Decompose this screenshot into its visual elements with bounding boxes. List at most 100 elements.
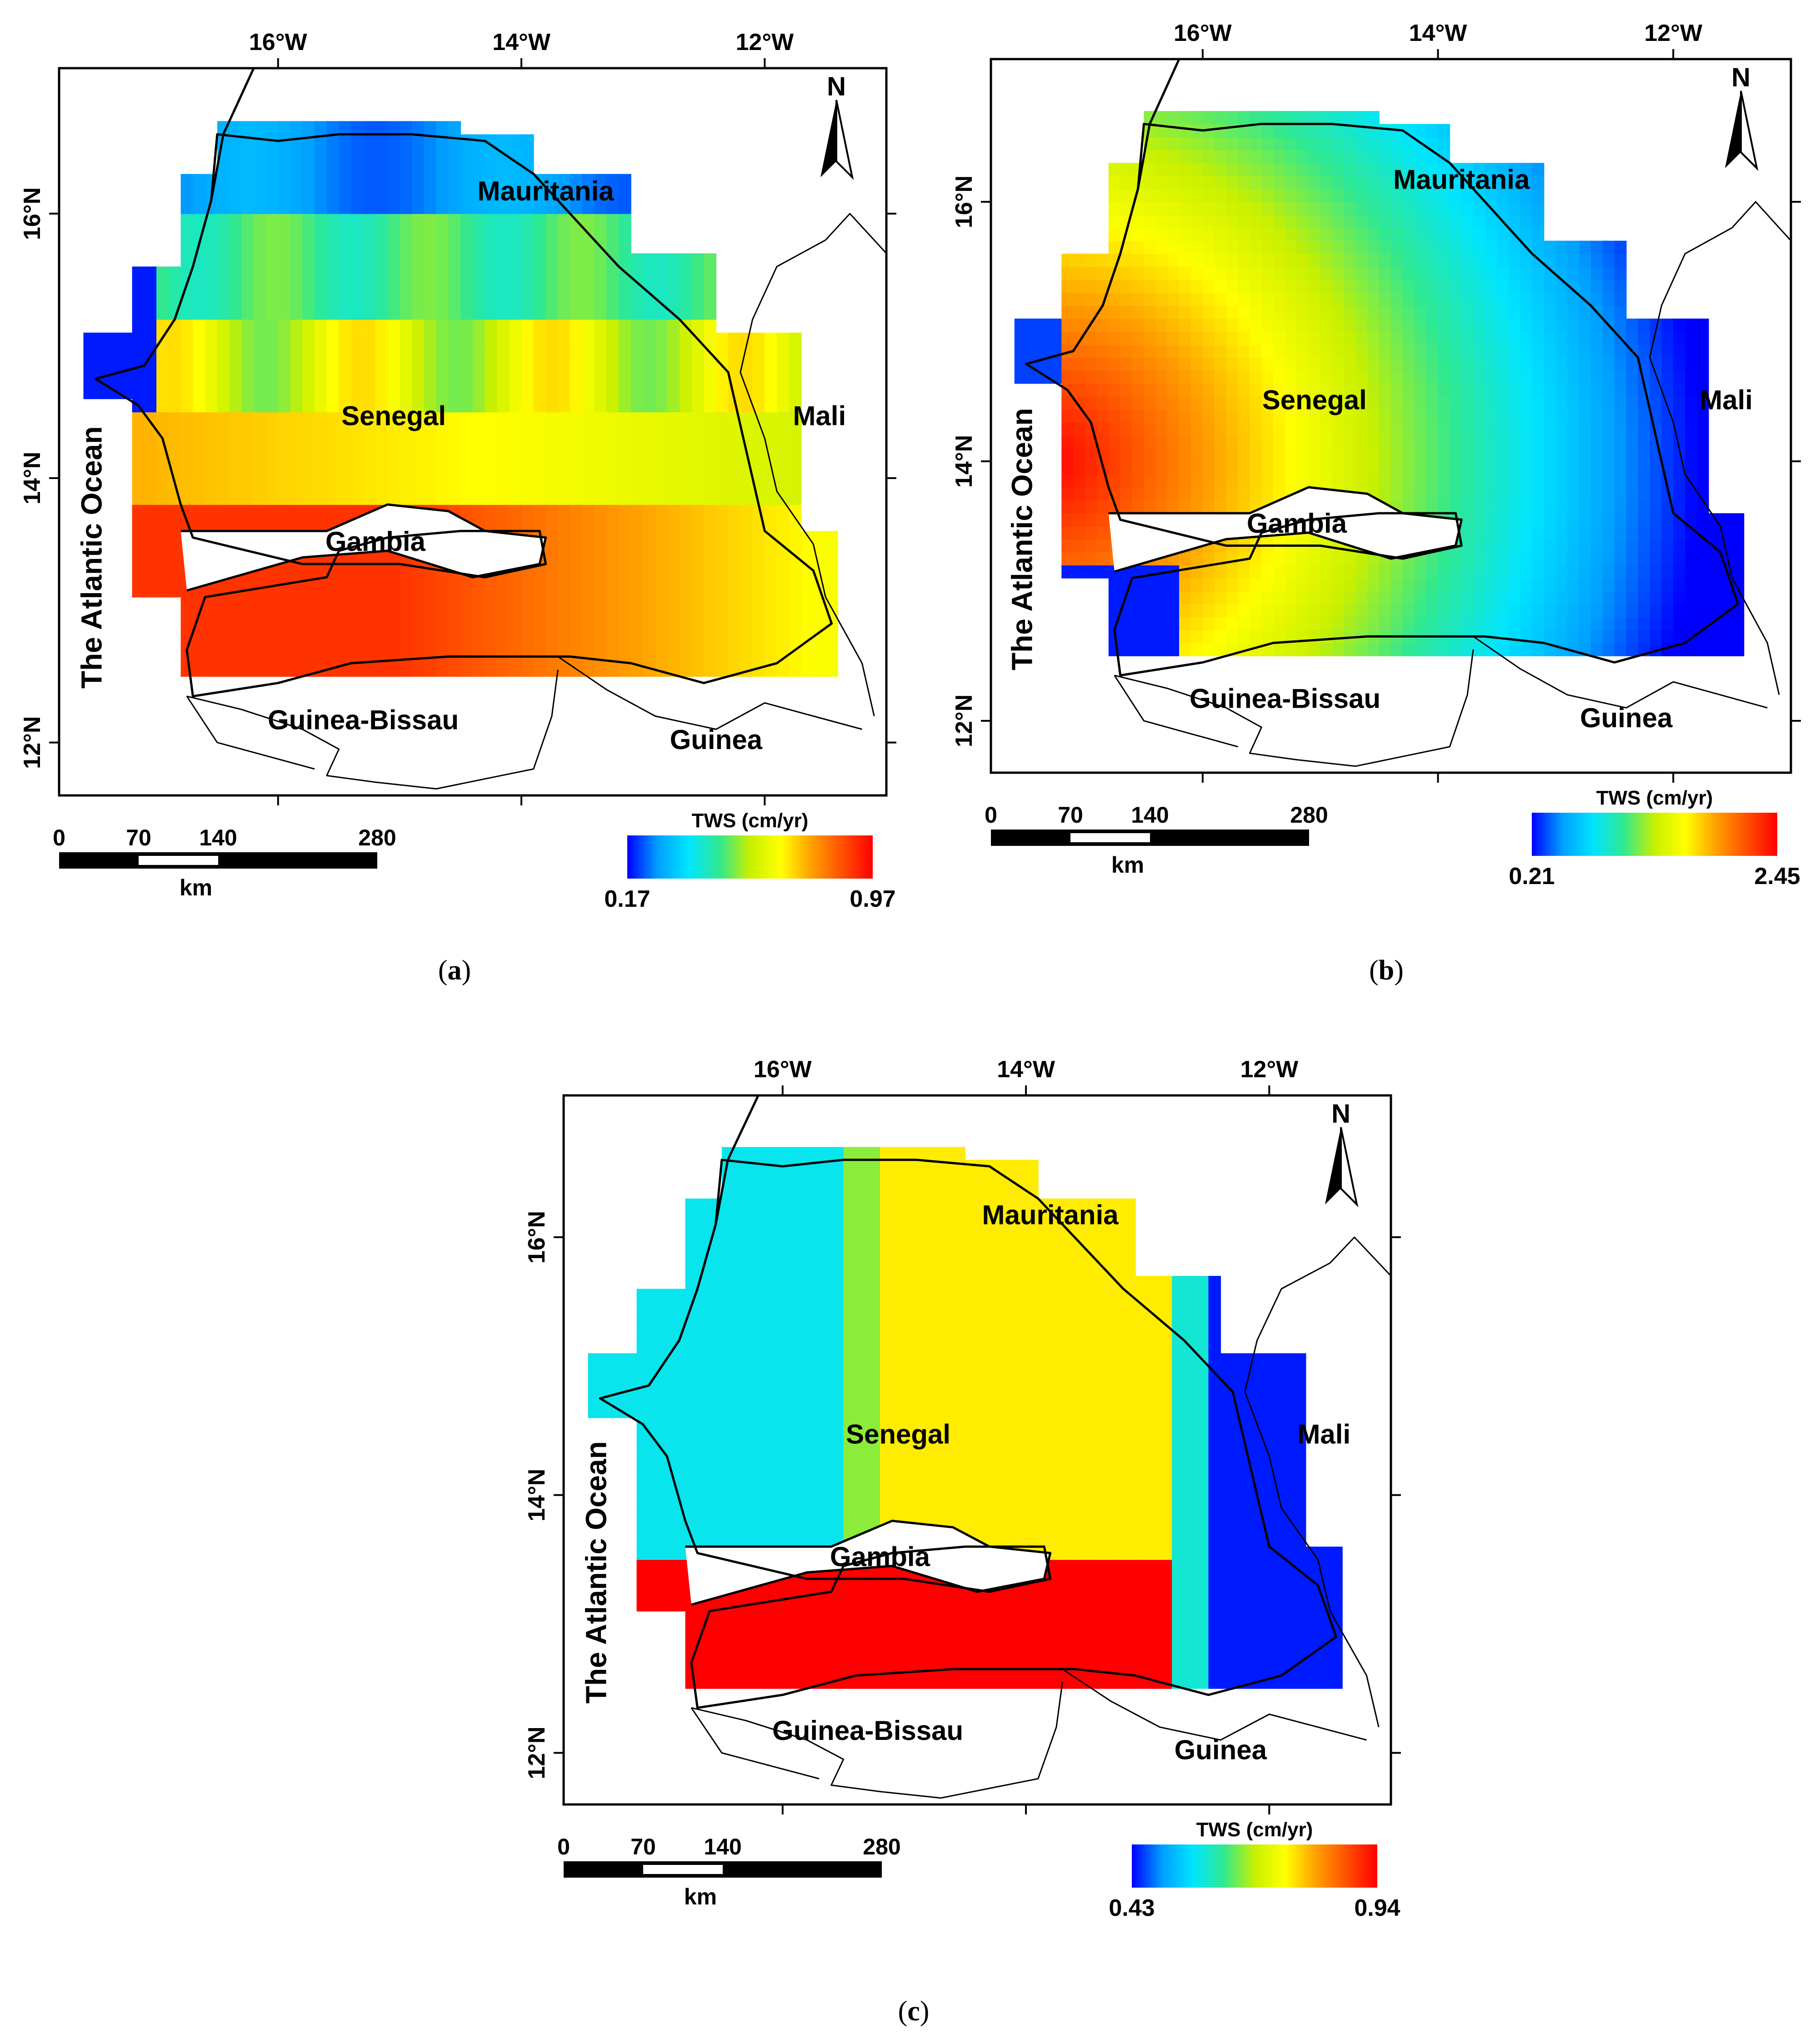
senegal-border <box>94 133 833 698</box>
lat-tick-label: 14°N <box>524 1469 550 1521</box>
map-frame: 16°W 14°W 12°W 16°N 14°N 12°N Mauritania Mali Se… <box>951 20 1801 890</box>
mali-border <box>740 239 875 716</box>
lat-tick-label: 16°N <box>524 1211 550 1264</box>
lon-tick-label: 14°W <box>1409 20 1468 46</box>
lon-tick-label: 16°W <box>249 29 308 55</box>
scale-tick-label: 70 <box>1058 802 1083 828</box>
country-label-senegal: Senegal <box>341 400 446 431</box>
lat-tick-label: 16°N <box>19 187 45 240</box>
lon-tick-label: 12°W <box>1240 1056 1299 1083</box>
mauritania-coast <box>600 1094 760 1399</box>
country-label-gambia: Gambia <box>830 1541 930 1572</box>
lon-tick-label: 14°W <box>997 1056 1055 1083</box>
legend-title: TWS (cm/yr) <box>692 810 809 832</box>
ocean-label: The Atlantic Ocean <box>580 1441 613 1704</box>
scale-tick-label: 70 <box>630 1834 656 1859</box>
senegal-border <box>599 1159 1338 1709</box>
north-arrow-label: N <box>1331 1099 1350 1129</box>
tws-legend: TWS (cm/yr) 0.17 0.97 <box>604 810 895 912</box>
country-label-guinea: Guinea <box>1175 1735 1267 1765</box>
country-label-guinea-bissau: Guinea-Bissau <box>268 705 459 735</box>
mali-border-north <box>1731 201 1792 241</box>
scale-bar: 0 70 140 280 km <box>53 825 396 900</box>
southern-coast <box>690 1707 820 1779</box>
country-label-mauritania: Mauritania <box>478 176 615 206</box>
scale-tick-label: 0 <box>53 825 65 850</box>
mali-border-north <box>1330 1236 1392 1277</box>
scale-tick-label: 140 <box>199 825 237 850</box>
scale-tick-label: 70 <box>126 825 151 850</box>
north-arrow-icon: N <box>1725 63 1759 171</box>
panel-caption-b: (b) <box>1369 955 1404 986</box>
country-label-mali: Mali <box>1297 1419 1350 1449</box>
southern-coast <box>1114 675 1238 748</box>
tws-legend: TWS (cm/yr) 0.21 2.45 <box>1509 787 1800 890</box>
country-label-gambia: Gambia <box>1247 508 1347 539</box>
legend-title: TWS (cm/yr) <box>1196 1819 1313 1841</box>
mali-border <box>1649 227 1780 695</box>
legend-color-ramp <box>627 835 873 879</box>
panel-caption-a: (a) <box>438 955 471 986</box>
scale-unit-label: km <box>684 1884 717 1909</box>
north-arrow-icon: N <box>820 72 854 180</box>
ocean-label: The Atlantic Ocean <box>1006 408 1039 670</box>
scale-tick-label: 280 <box>1290 802 1328 828</box>
country-label-mauritania: Mauritania <box>982 1200 1119 1230</box>
lat-tick-label: 14°N <box>951 435 977 488</box>
legend-color-ramp <box>1132 1844 1377 1888</box>
map-border <box>562 1094 1392 1806</box>
map-border <box>58 67 888 797</box>
lon-tick-label: 12°W <box>735 29 794 55</box>
lon-tick-label: 14°W <box>492 29 551 55</box>
guinea-border <box>557 656 862 730</box>
scale-tick-label: 280 <box>358 825 396 850</box>
country-label-guinea-bissau: Guinea-Bissau <box>772 1715 963 1746</box>
legend-min-label: 0.43 <box>1109 1895 1155 1921</box>
gambia-border <box>1108 486 1463 573</box>
lat-tick-label: 12°N <box>524 1726 550 1779</box>
map-svg: 16°W 14°W 12°W 16°N 14°N 12°N Mauritania Mali Se… <box>524 1056 1401 1921</box>
tws-raster <box>588 1147 1343 1689</box>
gambia-river-area <box>685 1521 1050 1605</box>
legend-max-label: 2.45 <box>1754 863 1800 890</box>
legend-max-label: 0.97 <box>850 886 895 912</box>
country-label-gambia: Gambia <box>325 526 426 557</box>
guinea-border <box>1473 636 1768 709</box>
scale-unit-label: km <box>180 875 212 900</box>
map-panel-c: 16°W 14°W 12°W 16°N 14°N 12°N Mauritania Mali Se… <box>523 1041 1409 1950</box>
scale-tick-label: 280 <box>863 1834 900 1859</box>
ocean-label: The Atlantic Ocean <box>75 426 108 689</box>
scale-tick-label: 140 <box>1131 802 1169 828</box>
scale-tick-label: 0 <box>557 1834 570 1859</box>
map-panel-b: 16°W 14°W 12°W 16°N 14°N 12°N Mauritania Mali Se… <box>950 5 1814 927</box>
country-label-guinea: Guinea <box>1580 703 1673 733</box>
panel-caption-c: (c) <box>898 1996 930 2027</box>
mali-border-north <box>825 213 887 254</box>
tws-raster <box>83 121 838 677</box>
gambia-river-area <box>1108 487 1462 572</box>
country-label-senegal: Senegal <box>846 1419 950 1449</box>
lon-tick-label: 16°W <box>754 1056 812 1083</box>
map-svg: 16°W 14°W 12°W 16°N 14°N 12°N Mauritania Mali Se… <box>951 20 1801 890</box>
lat-tick-label: 12°N <box>19 716 45 769</box>
north-arrow-label: N <box>1731 63 1750 92</box>
scale-tick-label: 140 <box>704 1834 741 1859</box>
guinea-bissau-border <box>186 670 559 790</box>
legend-min-label: 0.21 <box>1509 863 1555 890</box>
guinea-border <box>1062 1668 1367 1741</box>
legend-title: TWS (cm/yr) <box>1596 787 1713 809</box>
country-label-guinea: Guinea <box>670 725 763 755</box>
gambia-border <box>180 503 547 592</box>
scale-unit-label: km <box>1111 852 1144 878</box>
map-svg: 16°W 14°W 12°W 16°N 14°N 12°N Mauritania Mali Se… <box>19 29 896 912</box>
north-arrow-icon: N <box>1325 1099 1359 1208</box>
lon-tick-label: 12°W <box>1644 20 1703 46</box>
country-label-mauritania: Mauritania <box>1393 164 1530 195</box>
mauritania-coast <box>95 67 255 380</box>
lon-tick-label: 16°W <box>1174 20 1232 46</box>
scale-bar: 0 70 140 280 km <box>557 1834 901 1909</box>
map-frame: 16°W 14°W 12°W 16°N 14°N 12°N Mauritania Mali Se… <box>19 29 896 912</box>
legend-color-ramp <box>1532 813 1777 856</box>
mali-border <box>1244 1262 1380 1728</box>
scale-bar: 0 70 140 280 km <box>985 802 1328 878</box>
